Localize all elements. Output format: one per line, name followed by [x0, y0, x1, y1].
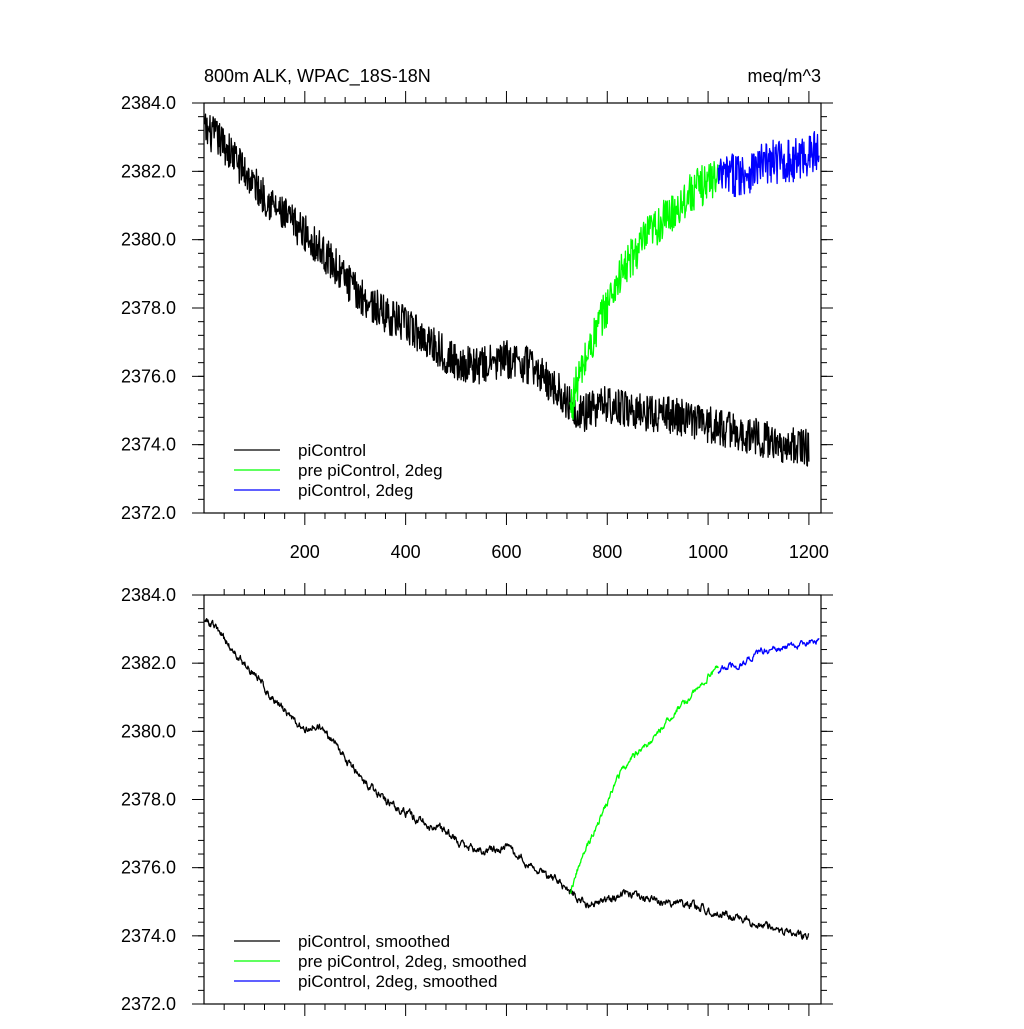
plot-frame-top — [203, 102, 822, 514]
legend-label: pre piControl, 2deg, smoothed — [298, 952, 527, 971]
series-line-picontrol — [203, 113, 810, 467]
series-line-picontrol-smoothed — [204, 618, 810, 941]
y-tick-label: 2372.0 — [121, 503, 176, 523]
x-tick-label: 1200 — [789, 542, 829, 562]
units-label: meq/m^3 — [748, 66, 821, 86]
bottom-panel: 2372.0 2374.0 2376.0 2378.0 2380.0 2382.… — [121, 583, 833, 1016]
x-tick-label: 200 — [290, 542, 320, 562]
legend-label: piControl — [298, 441, 366, 460]
x-tick-label: 400 — [391, 542, 421, 562]
x-tick-labels-top: 200 400 600 800 1000 1200 — [290, 542, 829, 562]
y-tick-label: 2384.0 — [121, 93, 176, 113]
y-tick-label: 2382.0 — [121, 161, 176, 181]
legend-label: pre piControl, 2deg — [298, 461, 443, 480]
legend-label: piControl, smoothed — [298, 932, 450, 951]
series-line-pre-picontrol-2deg-smoothed — [569, 665, 719, 894]
x-tick-label: 1000 — [688, 542, 728, 562]
y-tick-label: 2384.0 — [121, 585, 176, 605]
axis-ticks-bottom — [192, 583, 833, 1016]
y-tick-label: 2376.0 — [121, 858, 176, 878]
axis-ticks-top — [192, 91, 833, 525]
y-tick-label: 2374.0 — [121, 926, 176, 946]
top-panel: 800m ALK, WPAC_18S-18N meq/m^3 2372.0 23… — [121, 66, 833, 562]
chart-title: 800m ALK, WPAC_18S-18N — [204, 66, 431, 87]
series-lines-bottom — [204, 618, 820, 941]
y-tick-label: 2374.0 — [121, 435, 176, 455]
x-tick-label: 600 — [491, 542, 521, 562]
x-tick-label: 800 — [592, 542, 622, 562]
series-lines-top — [203, 113, 820, 467]
series-line-picontrol-2deg — [717, 130, 820, 198]
y-tick-label: 2378.0 — [121, 298, 176, 318]
y-tick-label: 2382.0 — [121, 653, 176, 673]
y-tick-label: 2378.0 — [121, 790, 176, 810]
legend-label: piControl, 2deg, smoothed — [298, 972, 497, 991]
plot-frame-bottom — [203, 594, 822, 1005]
y-tick-label: 2372.0 — [121, 994, 176, 1014]
y-tick-labels-bottom: 2372.0 2374.0 2376.0 2378.0 2380.0 2382.… — [121, 585, 176, 1014]
series-line-pre-picontrol-2deg — [569, 160, 719, 420]
legend-bottom: piControl, smoothed pre piControl, 2deg,… — [234, 932, 527, 991]
series-line-picontrol-2deg-smoothed — [717, 637, 820, 674]
y-tick-labels-top: 2372.0 2374.0 2376.0 2378.0 2380.0 2382.… — [121, 93, 176, 523]
legend-top: piControl pre piControl, 2deg piControl,… — [234, 441, 443, 500]
y-tick-label: 2376.0 — [121, 366, 176, 386]
y-tick-label: 2380.0 — [121, 230, 176, 250]
legend-label: piControl, 2deg — [298, 481, 413, 500]
y-tick-label: 2380.0 — [121, 721, 176, 741]
